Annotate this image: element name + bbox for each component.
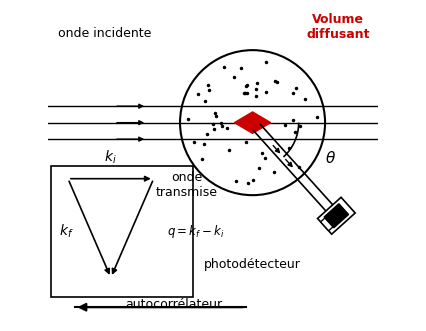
Text: θ: θ	[325, 151, 335, 166]
Text: $q=k_f - k_i$: $q=k_f - k_i$	[167, 223, 224, 240]
Polygon shape	[324, 204, 348, 228]
Polygon shape	[234, 112, 271, 133]
Polygon shape	[321, 218, 333, 231]
FancyBboxPatch shape	[52, 166, 193, 297]
Text: photodétecteur: photodétecteur	[204, 258, 301, 271]
Text: autocorrélateur: autocorrélateur	[125, 298, 222, 310]
Text: $k_i$: $k_i$	[104, 148, 117, 166]
Text: Volume
diffusant: Volume diffusant	[306, 13, 370, 41]
Text: onde incidente: onde incidente	[58, 27, 151, 40]
Text: onde
transmise: onde transmise	[155, 171, 218, 199]
Text: $k_f$: $k_f$	[59, 223, 74, 240]
Polygon shape	[317, 197, 355, 234]
